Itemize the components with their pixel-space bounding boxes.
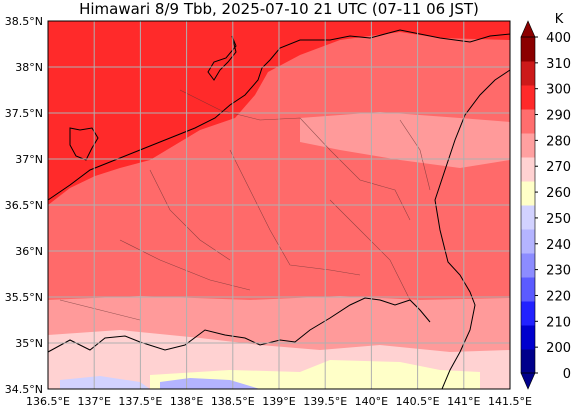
colorbar-tick-label: 270 xyxy=(546,160,571,175)
colorbar-segment xyxy=(521,85,535,110)
colorbar-segment xyxy=(521,277,535,302)
colorbar-tick-label: 260 xyxy=(546,186,571,201)
colorbar-segment xyxy=(521,301,535,326)
colorbar-tick-label: 400 xyxy=(546,31,571,46)
colorbar-tick-label: 290 xyxy=(546,109,571,124)
y-tick-label: 38.5°N xyxy=(5,15,43,28)
coastline-east xyxy=(434,69,511,390)
y-tick-label: 36°N xyxy=(15,245,43,258)
x-tick-label: 136.5°E xyxy=(26,395,70,408)
colorbar-segment xyxy=(521,157,535,182)
colorbar-segment xyxy=(521,349,535,374)
colorbar-segment xyxy=(521,181,535,206)
colorbar-tick-label: 220 xyxy=(546,289,571,304)
cold-patch xyxy=(160,378,260,389)
x-tick-label: 137.5°E xyxy=(118,395,162,408)
x-tick-label: 141°E xyxy=(447,395,480,408)
colorbar-segment xyxy=(521,229,535,254)
colorbar-unit: K xyxy=(555,12,564,27)
colorbar-frame xyxy=(520,36,536,374)
x-tick-label: 140°E xyxy=(355,395,388,408)
x-tick-label: 141.5°E xyxy=(488,395,532,408)
cold-patch-east xyxy=(60,376,150,389)
map-title: Himawari 8/9 Tbb, 2025-07-10 21 UTC (07-… xyxy=(79,0,479,18)
y-tick-label: 35°N xyxy=(15,337,43,350)
colorbar-tick-label: 230 xyxy=(546,264,571,279)
x-tick-label: 139°E xyxy=(262,395,295,408)
map-frame xyxy=(47,20,511,390)
colorbar-extend-min xyxy=(520,372,536,390)
colorbar-segment xyxy=(521,37,535,62)
prefecture-boundaries xyxy=(59,89,431,321)
colorbar-tick-label: 300 xyxy=(546,83,571,98)
colorbar-segment xyxy=(521,253,535,278)
colorbar-segment xyxy=(521,61,535,86)
colorbar-tick-label: 310 xyxy=(546,57,571,72)
map-panel xyxy=(47,20,511,390)
x-tick-label: 139.5°E xyxy=(303,395,347,408)
noto-peninsula xyxy=(69,127,99,161)
coastline-south xyxy=(47,297,431,353)
y-tick-label: 37.5°N xyxy=(5,107,43,120)
colorbar-tick-label: 240 xyxy=(546,238,571,253)
y-tick-label: 38°N xyxy=(15,61,43,74)
x-tick-label: 137°E xyxy=(77,395,110,408)
x-tick-label: 138°E xyxy=(170,395,203,408)
colorbar-tick-label: 280 xyxy=(546,134,571,149)
colorbar-segment xyxy=(521,109,535,134)
x-tick-label: 138.5°E xyxy=(211,395,255,408)
y-tick-label: 34.5°N xyxy=(5,383,43,396)
colorbar-segment xyxy=(521,205,535,230)
colorbar-tick-label: 250 xyxy=(546,212,571,227)
coastline xyxy=(47,29,511,201)
colorbar-tick-label: 210 xyxy=(546,315,571,330)
y-tick-label: 37°N xyxy=(15,153,43,166)
y-tick-label: 35.5°N xyxy=(5,291,43,304)
colorbar-tick-label: 200 xyxy=(546,341,571,356)
colorbar: 0 200 210 220 230 240 250 260 270 280 290 300 310 400 xyxy=(520,20,571,390)
x-axis-ticks: 136.5°E 137°E 137.5°E 138°E 138.5°E 139°E 139.… xyxy=(26,395,532,408)
colorbar-tick-label: 0 xyxy=(563,367,571,382)
sado-island xyxy=(207,35,237,81)
colorbar-segment xyxy=(521,133,535,158)
y-axis-ticks: 38.5°N 38°N 37.5°N 37°N 36.5°N 36°N 35.5°N 35°N… xyxy=(5,15,43,396)
y-tick-label: 36.5°N xyxy=(5,199,43,212)
x-tick-label: 140.5°E xyxy=(396,395,440,408)
cool-band-north xyxy=(300,112,510,168)
colorbar-extend-max xyxy=(520,20,536,38)
colorbar-segment xyxy=(521,325,535,350)
